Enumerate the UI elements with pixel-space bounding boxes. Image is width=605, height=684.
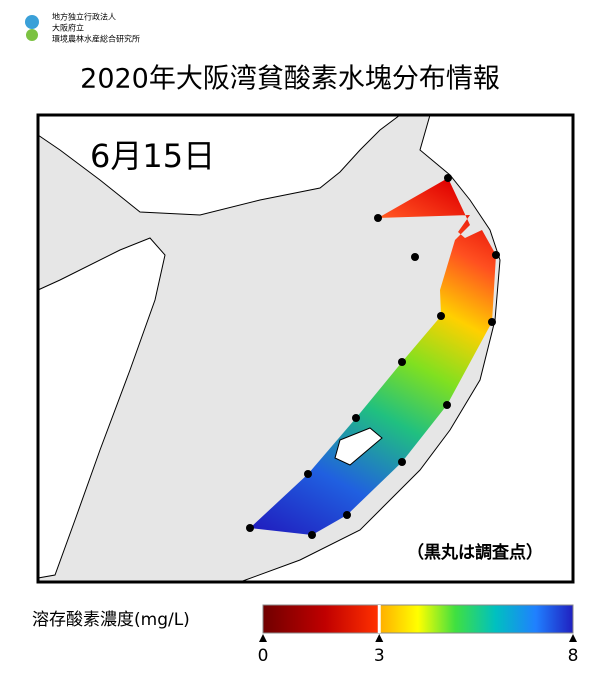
tick-mark <box>259 634 267 642</box>
tick-mark <box>569 634 577 642</box>
logo <box>25 15 39 41</box>
map: 6月15日 （黒丸は調査点） <box>36 113 575 584</box>
oxygen-plume <box>250 178 496 535</box>
land <box>239 114 574 583</box>
title: 2020年大阪湾貧酸素水塊分布情報 <box>80 64 500 95</box>
colorbar <box>262 604 574 634</box>
land <box>37 237 166 579</box>
map-frame <box>36 113 575 584</box>
map-note: （黒丸は調査点） <box>407 542 543 563</box>
legend-label: 溶存酸素濃度(mg/L) <box>32 610 190 630</box>
org-line: 大阪府立 <box>52 23 84 33</box>
tick-mark <box>375 634 384 642</box>
tick-label: 0 <box>258 646 269 666</box>
survey-points <box>246 174 500 539</box>
map-date: 6月15日 <box>90 137 215 175</box>
island <box>334 427 383 466</box>
land <box>37 114 402 216</box>
tick-label: 8 <box>568 646 579 666</box>
org-line: 環境農林水産総合研究所 <box>52 34 140 44</box>
tick-label: 3 <box>374 646 385 666</box>
org-line: 地方独立行政法人 <box>52 12 116 22</box>
